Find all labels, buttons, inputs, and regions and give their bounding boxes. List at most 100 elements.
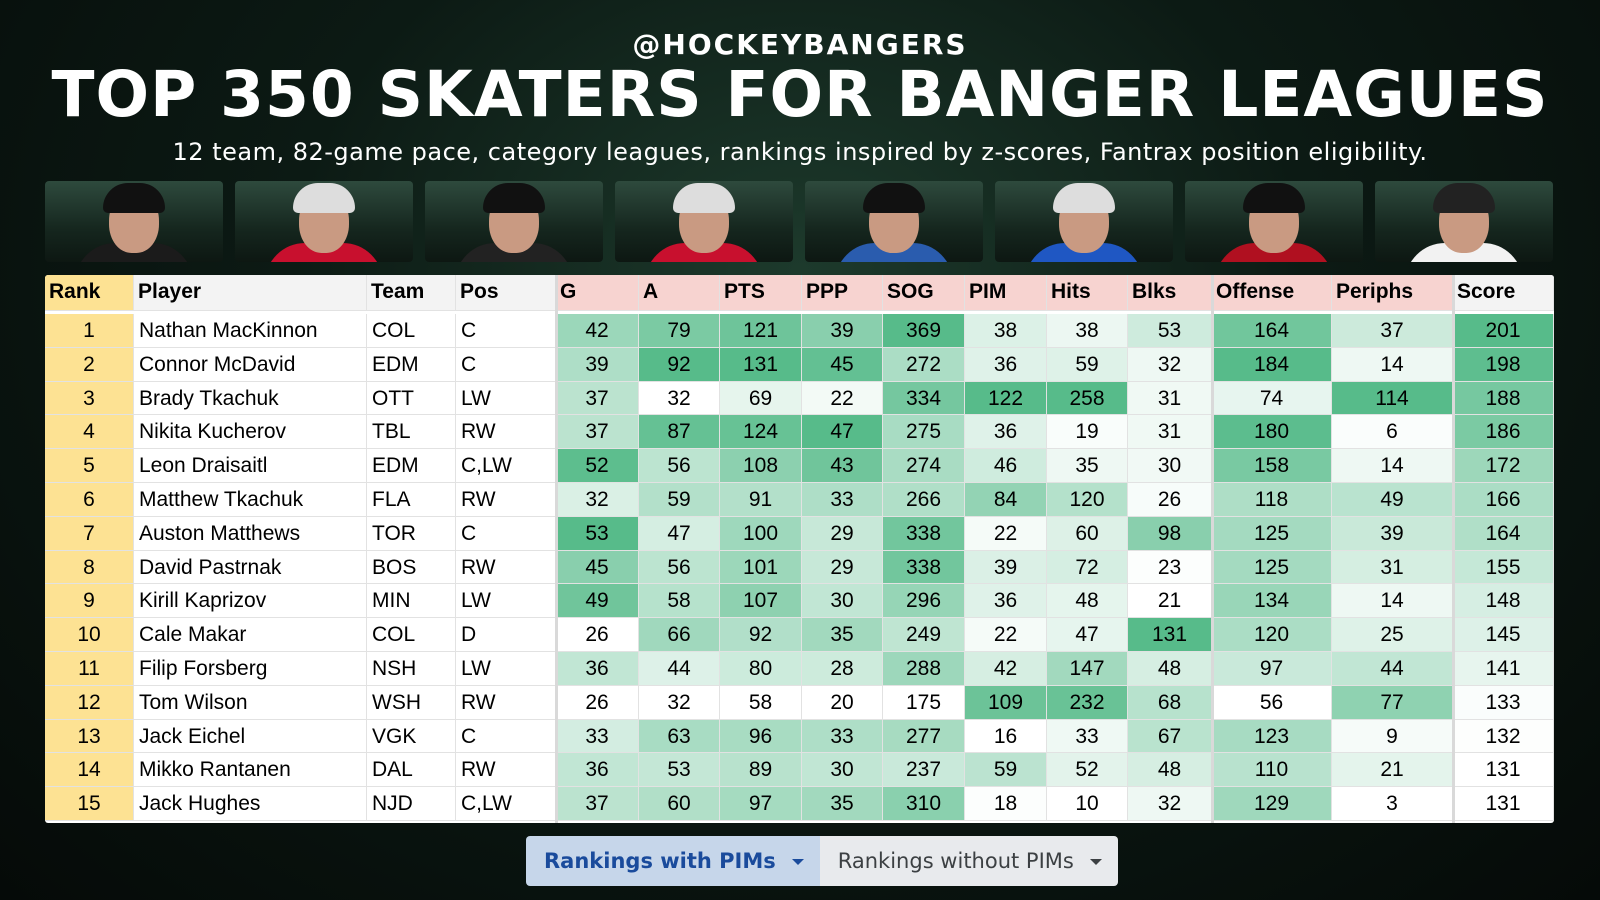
number-cell: 118 bbox=[1212, 483, 1332, 517]
number-cell: 258 bbox=[1047, 381, 1128, 416]
column-header[interactable]: Team bbox=[367, 275, 456, 311]
number-cell: 131 bbox=[1453, 753, 1554, 788]
number-cell: 56 bbox=[1212, 685, 1332, 720]
filter-icon[interactable] bbox=[779, 287, 795, 297]
number-cell: 79 bbox=[639, 314, 720, 348]
filter-icon[interactable] bbox=[860, 287, 876, 297]
number-cell: 49 bbox=[1332, 483, 1453, 517]
number-cell: 47 bbox=[802, 415, 883, 450]
number-cell: 131 bbox=[1453, 787, 1554, 821]
number-cell: 6 bbox=[45, 483, 134, 517]
number-cell: 10 bbox=[45, 618, 134, 652]
number-cell: 43 bbox=[802, 449, 883, 483]
number-cell: 175 bbox=[883, 685, 965, 720]
number-cell: 13 bbox=[45, 719, 134, 754]
number-cell: 56 bbox=[639, 449, 720, 483]
rankings-table: Rank Player Team Pos G A PTS PPP SOG PIM Hits Blks O… bbox=[45, 275, 1554, 823]
filter-icon[interactable] bbox=[1105, 287, 1121, 297]
number-cell: 59 bbox=[1047, 347, 1128, 382]
number-cell: 20 bbox=[802, 685, 883, 720]
number-cell: 166 bbox=[1453, 483, 1554, 517]
number-cell: 148 bbox=[1453, 584, 1554, 619]
sheet-tab[interactable]: Rankings with PIMs bbox=[526, 836, 820, 886]
number-cell: 14 bbox=[45, 753, 134, 788]
number-cell: 30 bbox=[802, 584, 883, 619]
number-cell: 60 bbox=[639, 787, 720, 821]
number-cell: 338 bbox=[883, 516, 965, 551]
column-header[interactable]: SOG bbox=[883, 275, 965, 311]
number-cell: 35 bbox=[1047, 449, 1128, 483]
text-cell: Nathan MacKinnon bbox=[134, 314, 367, 348]
number-cell: 101 bbox=[720, 550, 802, 585]
filter-icon[interactable] bbox=[1531, 287, 1547, 297]
number-cell: 14 bbox=[1332, 449, 1453, 483]
filter-icon[interactable] bbox=[111, 287, 127, 297]
text-cell: Matthew Tkachuk bbox=[134, 483, 367, 517]
number-cell: 21 bbox=[1128, 584, 1212, 619]
number-cell: 39 bbox=[802, 314, 883, 348]
text-cell: Mikko Rantanen bbox=[134, 753, 367, 788]
number-cell: 9 bbox=[45, 584, 134, 619]
column-header[interactable]: Periphs bbox=[1332, 275, 1453, 311]
number-cell: 87 bbox=[639, 415, 720, 450]
filter-icon[interactable] bbox=[533, 287, 549, 297]
filter-icon[interactable] bbox=[1430, 287, 1446, 297]
column-header[interactable]: Score bbox=[1453, 275, 1554, 311]
number-cell: 72 bbox=[1047, 550, 1128, 585]
column-header[interactable]: A bbox=[639, 275, 720, 311]
helmet bbox=[1243, 183, 1305, 213]
number-cell: 49 bbox=[556, 584, 639, 619]
column-header[interactable]: PIM bbox=[965, 275, 1047, 311]
filter-icon[interactable] bbox=[433, 287, 449, 297]
column-header[interactable]: Offense bbox=[1212, 275, 1332, 311]
number-cell: 45 bbox=[802, 347, 883, 382]
text-cell: RW bbox=[456, 753, 556, 788]
number-cell: 36 bbox=[965, 415, 1047, 450]
number-cell: 180 bbox=[1212, 415, 1332, 450]
number-cell: 39 bbox=[1332, 516, 1453, 551]
text-cell: Jack Hughes bbox=[134, 787, 367, 821]
player-photo bbox=[45, 181, 223, 262]
column-header[interactable]: G bbox=[556, 275, 639, 311]
text-cell: COL bbox=[367, 618, 456, 652]
column-header[interactable]: Blks bbox=[1128, 275, 1212, 311]
column-header[interactable]: PPP bbox=[802, 275, 883, 311]
filter-icon[interactable] bbox=[942, 287, 958, 297]
filter-icon[interactable] bbox=[616, 287, 632, 297]
number-cell: 59 bbox=[965, 753, 1047, 788]
number-cell: 232 bbox=[1047, 685, 1128, 720]
column-header[interactable]: Rank bbox=[45, 275, 134, 311]
filter-icon[interactable] bbox=[697, 287, 713, 297]
sheet-tab[interactable]: Rankings without PIMs bbox=[819, 836, 1118, 886]
number-cell: 47 bbox=[1047, 618, 1128, 652]
text-cell: RW bbox=[456, 415, 556, 450]
text-cell: C,LW bbox=[456, 449, 556, 483]
number-cell: 66 bbox=[639, 618, 720, 652]
filter-icon[interactable] bbox=[1189, 287, 1205, 297]
filter-icon[interactable] bbox=[1024, 287, 1040, 297]
number-cell: 122 bbox=[965, 381, 1047, 416]
number-cell: 145 bbox=[1453, 618, 1554, 652]
number-cell: 124 bbox=[720, 415, 802, 450]
number-cell: 22 bbox=[965, 516, 1047, 551]
number-cell: 277 bbox=[883, 719, 965, 754]
number-cell: 36 bbox=[965, 584, 1047, 619]
text-cell: TBL bbox=[367, 415, 456, 450]
filter-icon[interactable] bbox=[1309, 287, 1325, 297]
number-cell: 266 bbox=[883, 483, 965, 517]
column-header[interactable]: Pos bbox=[456, 275, 556, 311]
filter-icon[interactable] bbox=[344, 287, 360, 297]
column-header[interactable]: PTS bbox=[720, 275, 802, 311]
number-cell: 125 bbox=[1212, 550, 1332, 585]
number-cell: 32 bbox=[1128, 787, 1212, 821]
player-photo bbox=[805, 181, 983, 262]
column-header[interactable]: Hits bbox=[1047, 275, 1128, 311]
number-cell: 89 bbox=[720, 753, 802, 788]
number-cell: 134 bbox=[1212, 584, 1332, 619]
number-cell: 58 bbox=[720, 685, 802, 720]
number-cell: 132 bbox=[1453, 719, 1554, 754]
number-cell: 97 bbox=[1212, 652, 1332, 686]
column-header[interactable]: Player bbox=[134, 275, 367, 311]
number-cell: 36 bbox=[556, 652, 639, 686]
helmet bbox=[673, 183, 735, 213]
